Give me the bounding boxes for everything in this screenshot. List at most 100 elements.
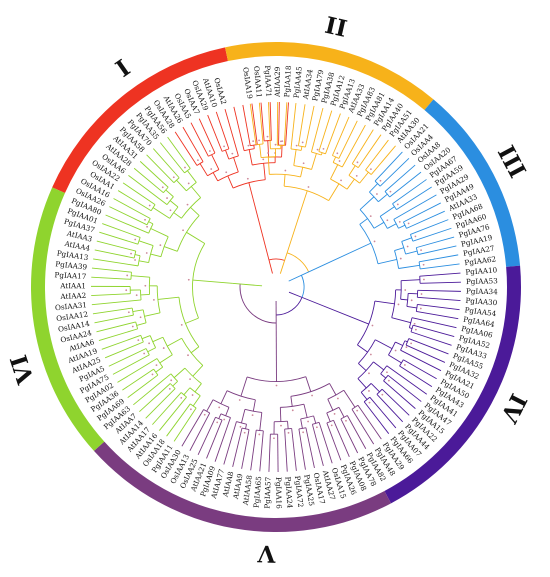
bootstrap-mark (148, 342, 151, 345)
branch (290, 396, 293, 407)
branch (283, 102, 288, 146)
branch (332, 116, 350, 156)
bootstrap-mark (127, 311, 130, 314)
branch (224, 109, 239, 157)
branch (117, 190, 152, 212)
branch (398, 224, 406, 229)
branch (412, 324, 455, 338)
bootstrap-mark (266, 135, 269, 138)
branch-arc (203, 409, 210, 414)
bootstrap-mark (262, 158, 265, 161)
bootstrap-mark (406, 245, 409, 248)
branch (259, 412, 263, 431)
bootstrap-mark (336, 397, 339, 400)
branch (288, 291, 303, 298)
branch (401, 279, 420, 282)
branch (418, 254, 459, 263)
branch (358, 363, 367, 371)
branch-arc (145, 348, 150, 356)
branch (318, 110, 333, 152)
branch (268, 259, 273, 274)
branch (167, 337, 182, 347)
branch (127, 374, 159, 398)
bootstrap-mark (291, 409, 294, 412)
branch-arc (173, 177, 180, 184)
branch (96, 321, 136, 333)
branch-arc (326, 419, 334, 424)
branch-arc (220, 413, 231, 418)
bootstrap-mark (368, 372, 370, 375)
branch (357, 405, 382, 440)
branch (112, 354, 150, 375)
branch (377, 259, 397, 265)
bootstrap-mark (218, 406, 221, 409)
branch (417, 303, 460, 311)
branch (190, 186, 202, 198)
bootstrap-mark (151, 373, 154, 376)
branch (214, 417, 231, 462)
branch (285, 102, 289, 146)
branch (343, 390, 356, 408)
branch (346, 178, 355, 190)
branch (374, 151, 403, 182)
clade-ring-segment-III (424, 99, 521, 267)
branch (207, 114, 223, 152)
branch (134, 254, 141, 257)
branch (139, 161, 169, 188)
branch (105, 214, 149, 234)
branch (197, 417, 216, 455)
bootstrap-mark (126, 274, 129, 277)
branch (181, 409, 204, 447)
bootstrap-mark (189, 378, 191, 381)
bootstrap-mark (134, 238, 137, 241)
leaf-label: PgIAA57 (263, 476, 273, 509)
leaf-label: PgIAA72 (293, 475, 305, 508)
branch (192, 279, 233, 284)
leaf-label: PgIAA71 (263, 65, 273, 97)
bootstrap-mark (267, 152, 269, 154)
branch (300, 418, 303, 429)
leaf-label: PgIAA18 (282, 65, 293, 98)
branch (113, 198, 151, 219)
branch (190, 346, 200, 354)
leaf-label: PgIAA65 (252, 475, 264, 508)
leaf-label: PgIAA24 (284, 476, 295, 509)
branch (182, 126, 204, 162)
bootstrap-mark (169, 209, 172, 212)
branch (278, 102, 280, 146)
bootstrap-mark (247, 144, 250, 147)
branch (360, 392, 368, 400)
branch-arc (269, 173, 301, 178)
branch (330, 164, 339, 180)
branch (287, 421, 289, 429)
bootstrap-mark (345, 419, 347, 422)
bootstrap-mark (397, 303, 400, 306)
branch (351, 408, 375, 445)
branch (340, 418, 359, 454)
clade-label-VI: VI (5, 352, 40, 389)
branch-arc (133, 250, 137, 259)
branch (122, 368, 154, 391)
branch-arc (415, 247, 419, 255)
bootstrap-mark (371, 324, 374, 327)
bootstrap-mark (423, 278, 425, 281)
leaf-label: PgIAA54 (464, 305, 497, 318)
bootstrap-mark (135, 294, 138, 297)
bootstrap-mark (186, 203, 189, 206)
branch (286, 190, 308, 253)
branch (396, 186, 432, 211)
bootstrap-mark (189, 408, 192, 411)
bootstrap-mark (125, 289, 128, 292)
bootstrap-mark (184, 166, 186, 169)
branch (163, 246, 178, 252)
branch (122, 182, 156, 206)
branch (192, 395, 201, 407)
branch (392, 179, 427, 205)
branch (117, 358, 158, 383)
bootstrap-mark (223, 145, 225, 148)
branch (301, 296, 369, 325)
bootstrap-mark (139, 316, 142, 319)
branch (313, 415, 317, 424)
bootstrap-mark (170, 379, 173, 382)
